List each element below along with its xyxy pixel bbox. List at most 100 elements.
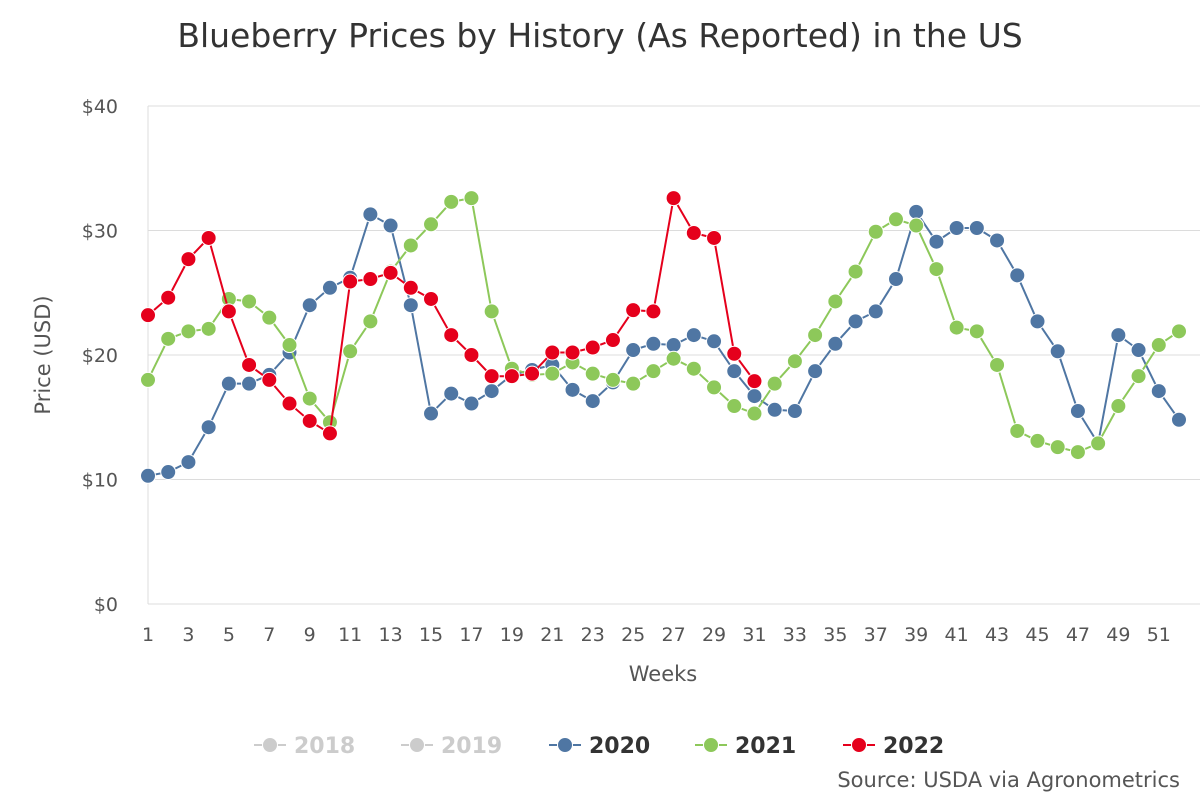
point-2021-week-35[interactable] <box>827 293 844 310</box>
point-2022-week-14[interactable] <box>402 279 419 296</box>
point-2021-week-28[interactable] <box>685 360 702 377</box>
point-2022-week-17[interactable] <box>463 347 480 363</box>
point-2021-week-40[interactable] <box>928 261 945 278</box>
point-2020-week-49[interactable] <box>1110 327 1127 344</box>
point-2022-week-18[interactable] <box>483 368 500 385</box>
point-2021-week-52[interactable] <box>1171 323 1187 340</box>
point-2020-week-46[interactable] <box>1049 343 1066 360</box>
point-2022-week-4[interactable] <box>200 229 217 246</box>
point-2021-week-32[interactable] <box>766 375 783 392</box>
point-2021-week-49[interactable] <box>1110 398 1127 415</box>
point-2022-week-3[interactable] <box>180 251 197 268</box>
point-2022-week-31[interactable] <box>746 373 763 390</box>
point-2020-week-6[interactable] <box>241 375 258 392</box>
point-2021-week-17[interactable] <box>463 190 480 207</box>
point-2020-week-42[interactable] <box>968 220 985 237</box>
point-2020-week-35[interactable] <box>827 335 844 352</box>
point-2022-week-27[interactable] <box>665 190 682 207</box>
point-2021-week-38[interactable] <box>887 211 904 228</box>
point-2020-week-3[interactable] <box>180 454 197 471</box>
point-2020-week-39[interactable] <box>908 203 925 220</box>
point-2020-week-22[interactable] <box>564 381 581 398</box>
point-2022-week-19[interactable] <box>503 368 520 385</box>
point-2020-week-27[interactable] <box>665 337 682 354</box>
point-2021-week-51[interactable] <box>1150 337 1167 354</box>
point-2022-week-13[interactable] <box>382 264 399 281</box>
point-2020-week-50[interactable] <box>1130 342 1147 359</box>
point-2022-week-21[interactable] <box>544 344 561 361</box>
point-2021-week-39[interactable] <box>908 217 925 234</box>
point-2020-week-5[interactable] <box>220 375 237 392</box>
point-2020-week-15[interactable] <box>423 405 440 422</box>
point-2020-week-43[interactable] <box>989 232 1006 249</box>
point-2022-week-1[interactable] <box>140 307 156 324</box>
point-2021-week-7[interactable] <box>261 309 278 326</box>
legend-item-2019[interactable]: 2019 <box>401 734 502 759</box>
point-2022-week-22[interactable] <box>564 344 581 361</box>
point-2020-week-30[interactable] <box>726 363 743 380</box>
point-2021-week-43[interactable] <box>989 356 1006 373</box>
point-2022-week-29[interactable] <box>706 229 723 246</box>
point-2020-week-38[interactable] <box>887 271 904 288</box>
point-2022-week-16[interactable] <box>443 327 460 344</box>
point-2022-week-26[interactable] <box>645 303 662 320</box>
point-2021-week-6[interactable] <box>241 293 258 310</box>
point-2021-week-25[interactable] <box>625 375 642 392</box>
point-2020-week-44[interactable] <box>1009 267 1026 284</box>
point-2021-week-29[interactable] <box>706 379 723 396</box>
point-2020-week-34[interactable] <box>807 363 824 380</box>
point-2021-week-12[interactable] <box>362 313 379 330</box>
point-2022-week-20[interactable] <box>524 365 541 382</box>
point-2022-week-11[interactable] <box>342 273 359 290</box>
legend-item-2021[interactable]: 2021 <box>695 734 796 759</box>
point-2021-week-23[interactable] <box>584 365 601 382</box>
point-2021-week-31[interactable] <box>746 405 763 422</box>
point-2021-week-33[interactable] <box>786 353 803 370</box>
point-2020-week-2[interactable] <box>160 464 177 481</box>
point-2021-week-50[interactable] <box>1130 368 1147 385</box>
point-2020-week-16[interactable] <box>443 385 460 402</box>
point-2021-week-18[interactable] <box>483 303 500 320</box>
point-2021-week-41[interactable] <box>948 319 965 336</box>
point-2022-week-10[interactable] <box>321 425 338 442</box>
point-2022-week-7[interactable] <box>261 371 278 388</box>
point-2021-week-46[interactable] <box>1049 439 1066 456</box>
point-2022-week-24[interactable] <box>604 332 621 349</box>
point-2021-week-1[interactable] <box>140 371 156 388</box>
point-2020-week-10[interactable] <box>321 279 338 296</box>
point-2020-week-45[interactable] <box>1029 313 1046 330</box>
point-2021-week-34[interactable] <box>807 327 824 344</box>
point-2021-week-15[interactable] <box>423 216 440 233</box>
point-2020-week-52[interactable] <box>1171 411 1187 428</box>
point-2022-week-23[interactable] <box>584 339 601 356</box>
legend-item-2022[interactable]: 2022 <box>843 734 944 759</box>
point-2021-week-27[interactable] <box>665 350 682 367</box>
point-2020-week-26[interactable] <box>645 335 662 352</box>
point-2020-week-13[interactable] <box>382 217 399 234</box>
point-2021-week-48[interactable] <box>1090 435 1107 452</box>
point-2020-week-17[interactable] <box>463 395 480 412</box>
point-2021-week-36[interactable] <box>847 263 864 280</box>
point-2020-week-51[interactable] <box>1150 383 1167 400</box>
point-2021-week-44[interactable] <box>1009 422 1026 439</box>
point-2022-week-30[interactable] <box>726 345 743 362</box>
point-2020-week-31[interactable] <box>746 388 763 405</box>
point-2021-week-3[interactable] <box>180 323 197 340</box>
point-2022-week-15[interactable] <box>423 290 440 307</box>
point-2020-week-14[interactable] <box>402 297 419 314</box>
point-2020-week-47[interactable] <box>1069 403 1086 420</box>
point-2020-week-18[interactable] <box>483 383 500 400</box>
point-2021-week-42[interactable] <box>968 323 985 340</box>
point-2022-week-5[interactable] <box>220 303 237 320</box>
point-2021-week-11[interactable] <box>342 343 359 360</box>
point-2022-week-8[interactable] <box>281 395 298 412</box>
point-2022-week-2[interactable] <box>160 289 177 306</box>
point-2021-week-14[interactable] <box>402 237 419 254</box>
point-2021-week-47[interactable] <box>1069 444 1086 461</box>
point-2022-week-6[interactable] <box>241 356 258 373</box>
point-2021-week-16[interactable] <box>443 193 460 210</box>
point-2021-week-9[interactable] <box>301 390 318 407</box>
point-2020-week-23[interactable] <box>584 393 601 410</box>
point-2021-week-45[interactable] <box>1029 432 1046 449</box>
point-2021-week-2[interactable] <box>160 330 177 347</box>
